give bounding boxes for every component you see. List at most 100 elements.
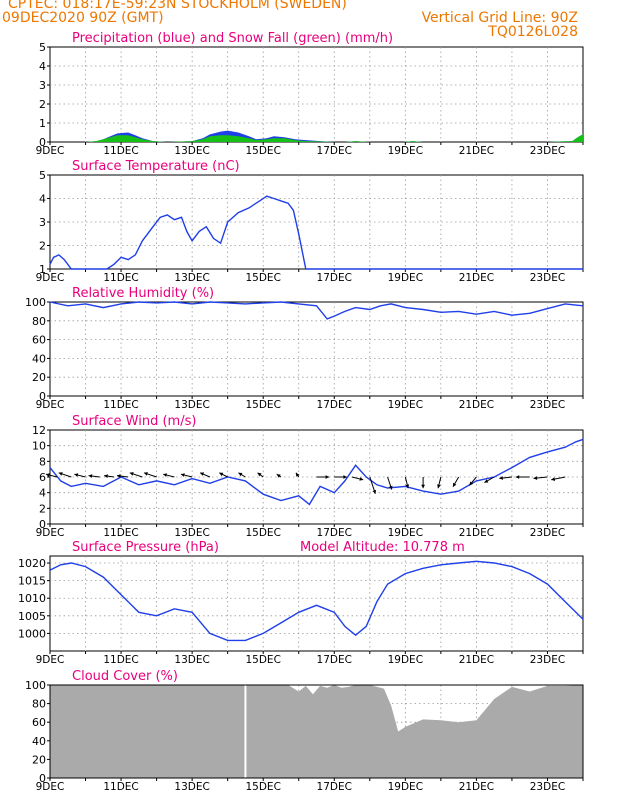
wind-arrow-head [180,473,185,477]
y-tick-label: 20 [32,371,46,384]
y-tick-label: 60 [32,716,46,729]
y-tick-label: 20 [32,753,46,766]
y-tick-label: 1000 [18,627,46,640]
series-line [49,560,584,642]
y-tick-label: 40 [32,735,46,748]
header-grid-note: Vertical Grid Line: 90Z [421,10,578,26]
wind-arrow-head [295,472,300,477]
y-tick-label: 0 [39,136,46,149]
x-tick-label: 19DEC [388,527,423,539]
y-tick-label: 6 [39,471,46,484]
y-tick-label: 5 [39,169,46,182]
y-tick-label: 100 [25,679,46,692]
y-tick-label: 12 [32,424,46,437]
y-tick-label: 8 [39,455,46,468]
y-tick-label: 10 [32,440,46,453]
x-tick-label: 17DEC [317,781,352,793]
panel-title: Surface Pressure (hPa) [72,540,219,555]
panel-frame [49,301,584,397]
y-tick-label: 1 [39,117,46,130]
wind-arrow-head [551,477,556,481]
header-title: CPTEC: 018:17E-59:23N STOCKHOLM (SWEDEN) [8,0,347,12]
x-tick-label: 13DEC [174,145,209,157]
x-tick-label: 13DEC [174,654,209,666]
x-tick-label: 13DEC [174,399,209,411]
x-tick-label: 11DEC [103,145,138,157]
x-tick-label: 11DEC [103,527,138,539]
x-tick-label: 15DEC [245,145,280,157]
wind-arrow-head [484,479,489,483]
x-tick-label: 23DEC [530,399,565,411]
y-tick-label: 0 [39,390,46,403]
wind-arrow-head [421,484,425,489]
y-tick-label: 4 [39,193,46,206]
x-tick-label: 11DEC [103,272,138,284]
y-tick-label: 5 [39,41,46,54]
x-tick-label: 21DEC [459,654,494,666]
x-tick-label: 19DEC [388,399,423,411]
x-tick-label: 21DEC [459,145,494,157]
x-tick-label: 17DEC [317,654,352,666]
x-tick-label: 19DEC [388,654,423,666]
x-tick-label: 17DEC [317,145,352,157]
panel-title: Relative Humidity (%) [72,286,214,301]
panel-frame [49,684,584,779]
x-tick-label: 23DEC [530,272,565,284]
snow-area [50,134,583,142]
x-tick-label: 23DEC [530,781,565,793]
y-tick-label: 0 [39,772,46,785]
y-tick-label: 3 [39,216,46,229]
x-tick-label: 15DEC [245,399,280,411]
wind-arrow-head [469,481,474,486]
x-tick-label: 17DEC [317,272,352,284]
chart-header: CPTEC: 018:17E-59:23N STOCKHOLM (SWEDEN)… [0,0,618,46]
wind-arrow-head [388,485,393,490]
panel-frame [49,555,584,652]
wind-arrow-head [88,474,93,478]
wind-arrow-head [499,476,503,480]
panel-title: Surface Temperature (nC) [72,159,240,174]
wind-arrow-head [276,474,281,478]
y-tick-label: 2 [39,98,46,111]
x-tick-label: 21DEC [459,399,494,411]
wind-arrow-head [257,472,262,477]
x-tick-label: 15DEC [245,781,280,793]
wind-arrow-head [453,482,457,487]
x-tick-label: 19DEC [388,145,423,157]
y-tick-label: 80 [32,698,46,711]
x-tick-label: 17DEC [317,399,352,411]
wind-arrow-head [74,473,79,477]
x-tick-label: 15DEC [245,272,280,284]
x-tick-label: 19DEC [388,781,423,793]
y-tick-label: 1020 [18,557,46,570]
x-tick-label: 11DEC [103,781,138,793]
x-tick-label: 13DEC [174,272,209,284]
x-tick-label: 17DEC [317,527,352,539]
header-date: 09DEC2020 90Z (GMT) [2,10,164,26]
y-tick-label: 100 [25,296,46,309]
x-tick-label: 15DEC [245,527,280,539]
y-tick-label: 4 [39,487,46,500]
x-tick-label: 23DEC [530,527,565,539]
wind-arrow-head [533,476,538,480]
panel-title: Precipitation (blue) and Snow Fall (gree… [72,31,393,46]
wind-arrow-head [325,475,330,479]
wind-arrow-head [359,477,364,481]
panel-title: Surface Wind (m/s) [72,414,196,429]
y-tick-label: 2 [39,502,46,515]
y-tick-label: 40 [32,352,46,365]
series-line [49,195,583,270]
wind-arrow-head [144,472,148,476]
series-line [49,438,584,506]
wind-arrow-head [343,475,347,479]
x-tick-label: 21DEC [459,272,494,284]
y-tick-label: 1005 [18,610,46,623]
x-tick-label: 19DEC [388,272,423,284]
y-tick-label: 1010 [18,592,46,605]
wind-arrow-head [200,472,205,476]
x-tick-label: 13DEC [174,781,209,793]
wind-arrow-head [45,473,50,477]
wind-arrow-head [163,473,167,477]
y-tick-label: 2 [39,240,46,253]
